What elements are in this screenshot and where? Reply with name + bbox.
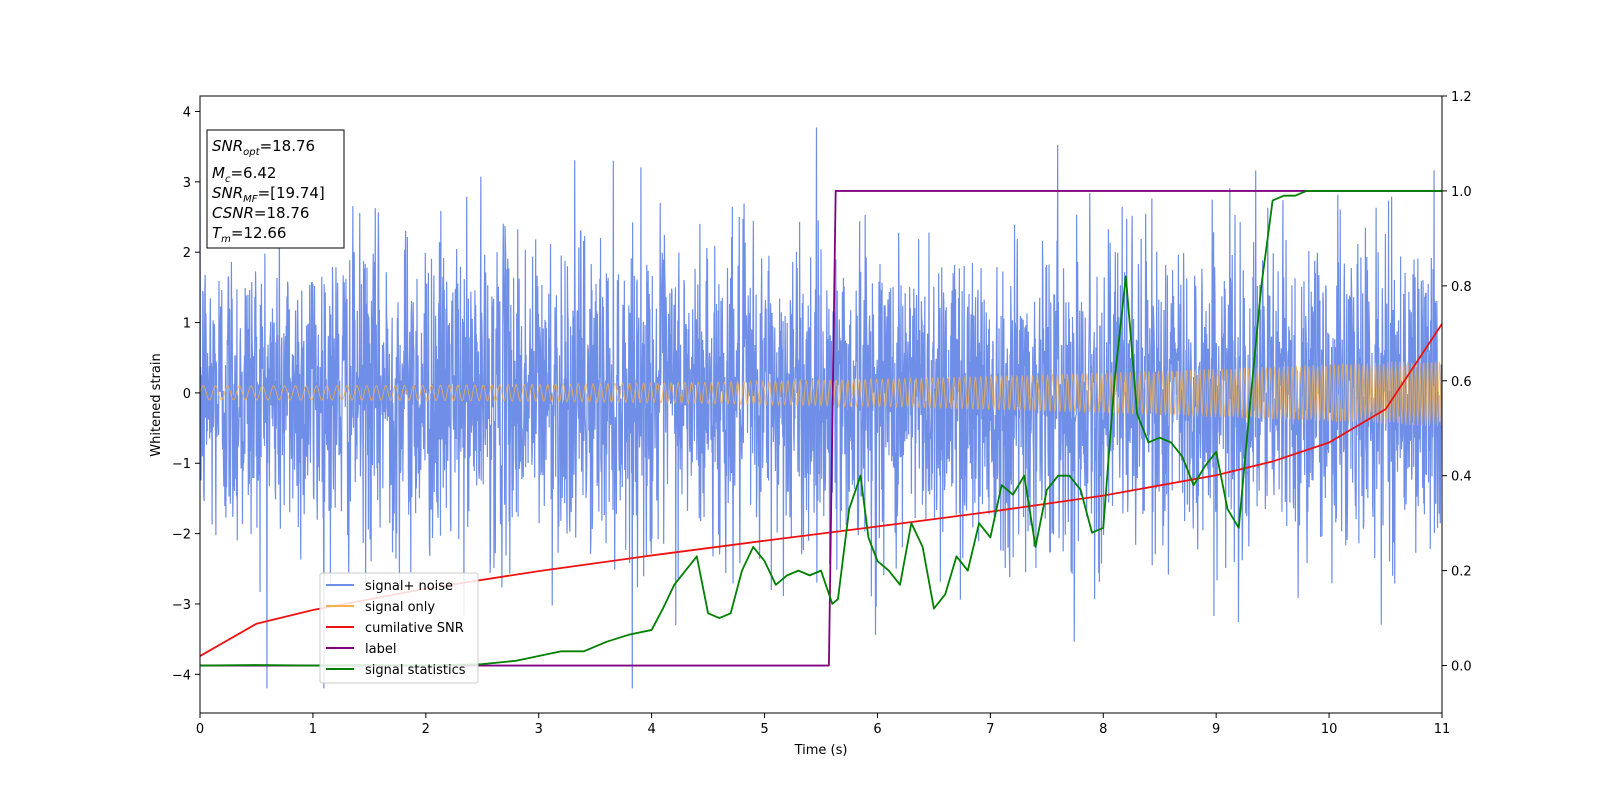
series-signal-only xyxy=(200,361,1442,427)
x-tick-label: 0 xyxy=(196,722,204,737)
y-tick-label: −1 xyxy=(172,457,191,472)
annotation-box: SNRopt=18.76 Mc=6.42 SNRMF=[19.74] CSNR=… xyxy=(206,129,345,249)
x-axis: 0 1 2 3 4 5 6 7 8 9 10 11 xyxy=(196,713,1450,737)
y2-tick-label: 0.0 xyxy=(1451,660,1472,675)
y-tick-label: 4 xyxy=(183,105,191,120)
x-axis-label: Time (s) xyxy=(794,743,848,758)
series-label xyxy=(200,190,1442,667)
y2-tick-label: 1.2 xyxy=(1451,90,1472,105)
legend-label-label: label xyxy=(365,642,396,657)
legend-label-signal: signal only xyxy=(365,600,435,615)
plot-frame xyxy=(199,95,1443,714)
y-axis-right: 0.0 0.2 0.4 0.6 0.8 1.0 1.2 xyxy=(1442,90,1472,675)
annotation-snr-mf: SNRMF=[19.74] xyxy=(212,184,325,205)
legend-label-noise: signal+ noise xyxy=(365,579,453,594)
x-tick-label: 9 xyxy=(1212,722,1220,737)
y2-tick-label: 0.6 xyxy=(1451,375,1472,390)
y-axis-label: Whitened strain xyxy=(149,353,164,456)
y-tick-label: 0 xyxy=(183,387,191,402)
annotation-csnr: CSNR=18.76 xyxy=(212,204,309,222)
legend: signal+ noise signal only cumilative SNR… xyxy=(319,572,479,684)
legend-label-stat: signal statistics xyxy=(365,663,466,678)
x-tick-label: 8 xyxy=(1099,722,1107,737)
y-axis-left: −4 −3 −2 −1 0 1 2 3 4 xyxy=(172,105,200,683)
y2-tick-label: 0.2 xyxy=(1451,565,1472,580)
y-tick-label: −4 xyxy=(172,668,191,683)
annotation-snr-opt: SNRopt=18.76 xyxy=(212,137,315,158)
y2-tick-label: 1.0 xyxy=(1451,185,1472,200)
annotation-tm: Tm=12.66 xyxy=(212,224,286,245)
x-tick-label: 5 xyxy=(760,722,768,737)
x-tick-label: 1 xyxy=(309,722,317,737)
legend-label-csnr: cumilative SNR xyxy=(365,621,464,636)
y2-tick-label: 0.4 xyxy=(1451,470,1472,485)
y2-tick-label: 0.8 xyxy=(1451,280,1472,295)
x-tick-label: 11 xyxy=(1434,722,1451,737)
x-tick-label: 7 xyxy=(986,722,994,737)
y-tick-label: 1 xyxy=(183,317,191,332)
x-tick-label: 2 xyxy=(422,722,430,737)
annotation-mc: Mc=6.42 xyxy=(212,164,276,185)
y-tick-label: 2 xyxy=(183,246,191,261)
y-tick-label: −2 xyxy=(172,528,191,543)
x-tick-label: 10 xyxy=(1321,722,1338,737)
y-tick-label: −3 xyxy=(172,598,191,613)
x-tick-label: 3 xyxy=(535,722,543,737)
series-signal-statistics xyxy=(200,190,1442,667)
y-tick-label: 3 xyxy=(183,176,191,191)
x-tick-label: 6 xyxy=(873,722,881,737)
series-signal-noise xyxy=(200,127,1442,689)
x-tick-label: 4 xyxy=(647,722,655,737)
